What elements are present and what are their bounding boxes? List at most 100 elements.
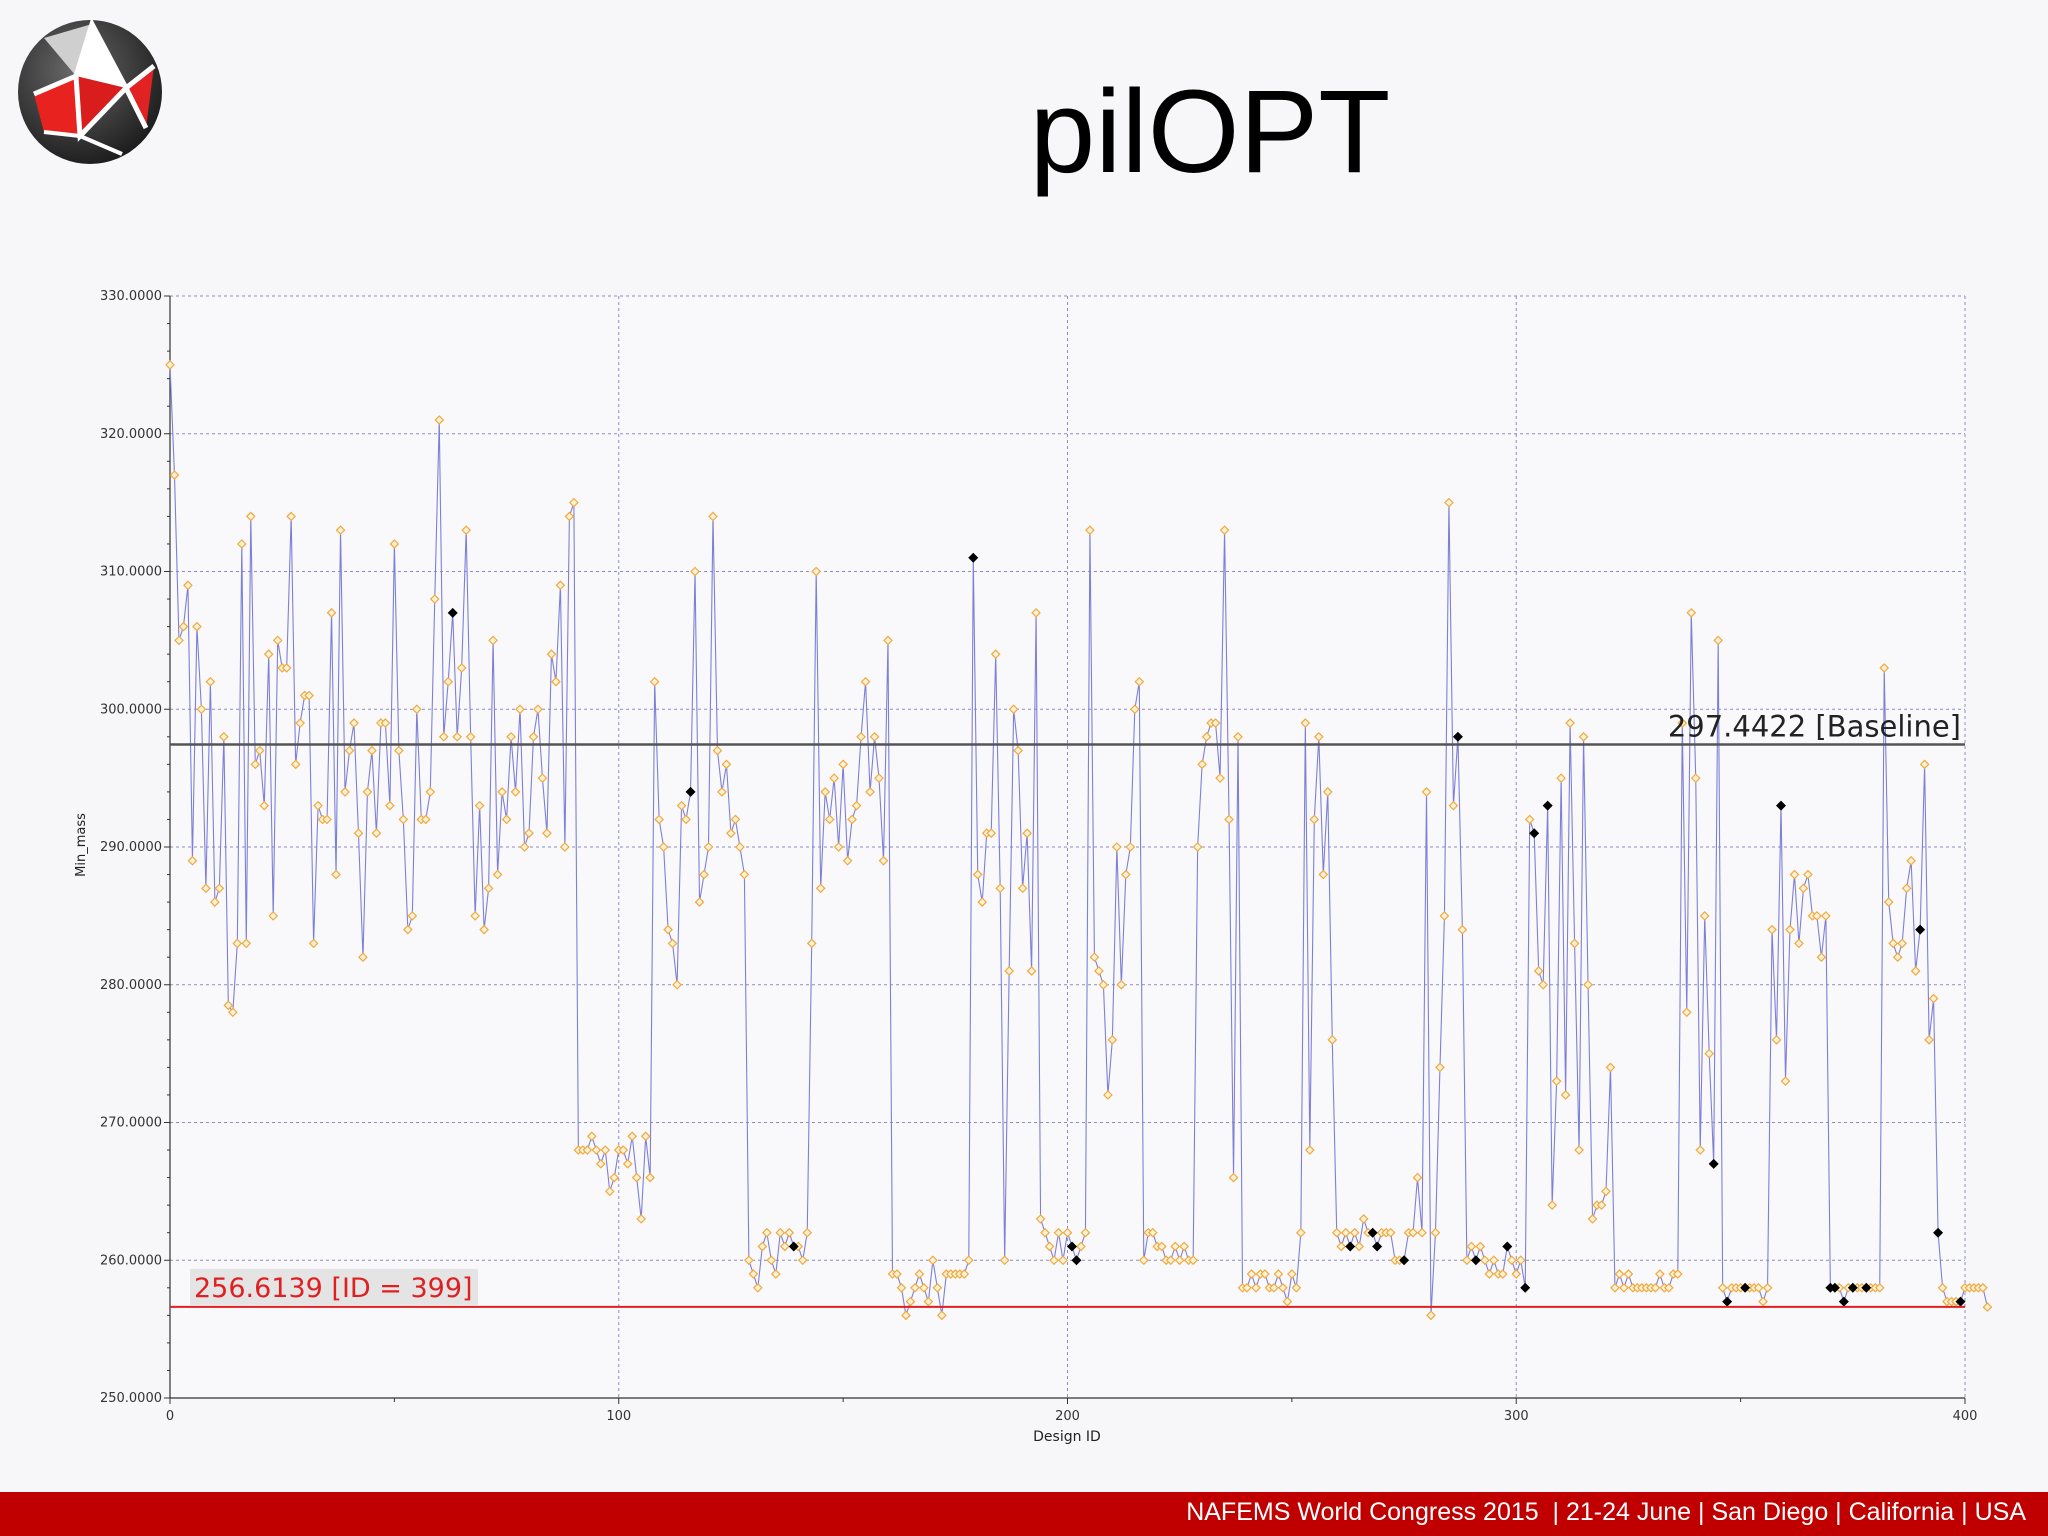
data-point bbox=[1035, 1214, 1046, 1224]
pareto-point bbox=[1861, 1282, 1872, 1293]
data-point bbox=[1408, 1227, 1418, 1238]
data-point bbox=[645, 1172, 656, 1183]
data-point bbox=[1354, 1241, 1365, 1252]
data-point bbox=[1789, 869, 1800, 880]
data-point bbox=[878, 855, 889, 866]
data-point bbox=[937, 1310, 947, 1321]
data-point bbox=[434, 415, 445, 425]
data-point bbox=[295, 718, 305, 728]
data-point bbox=[1170, 1241, 1181, 1252]
data-point bbox=[905, 1296, 916, 1307]
data-point bbox=[205, 676, 216, 687]
pareto-point bbox=[1740, 1282, 1751, 1293]
data-point bbox=[326, 607, 337, 618]
data-point bbox=[829, 773, 839, 783]
pareto-point bbox=[1708, 1158, 1719, 1169]
data-point bbox=[932, 1282, 943, 1293]
data-point bbox=[838, 759, 848, 770]
data-point bbox=[1690, 773, 1701, 783]
data-point bbox=[241, 938, 252, 949]
data-point bbox=[492, 869, 503, 880]
data-point bbox=[1677, 718, 1688, 728]
data-point bbox=[537, 773, 548, 783]
data-point bbox=[1506, 1255, 1517, 1266]
data-point bbox=[250, 759, 261, 770]
series-line bbox=[169, 364, 1988, 1316]
data-point bbox=[1098, 979, 1109, 990]
x-tick-label: 300 bbox=[1504, 1409, 1529, 1424]
data-point bbox=[779, 1241, 790, 1252]
data-point bbox=[1260, 1269, 1270, 1279]
data-point bbox=[183, 580, 193, 591]
data-point bbox=[977, 897, 988, 907]
data-point bbox=[1803, 869, 1813, 880]
data-point bbox=[1120, 869, 1131, 880]
data-point bbox=[1686, 607, 1697, 618]
data-point bbox=[1049, 1255, 1059, 1266]
data-point bbox=[1978, 1282, 1988, 1293]
data-point bbox=[1551, 1076, 1562, 1087]
data-point bbox=[1430, 1227, 1441, 1238]
data-point bbox=[223, 1000, 234, 1011]
pareto-point bbox=[1502, 1241, 1513, 1252]
pareto-point bbox=[1542, 800, 1553, 811]
data-point bbox=[196, 704, 207, 715]
data-point bbox=[609, 1172, 620, 1183]
data-point bbox=[1462, 1255, 1472, 1266]
data-point bbox=[735, 842, 745, 852]
pareto-point bbox=[1829, 1282, 1840, 1293]
data-point bbox=[192, 621, 202, 632]
data-point bbox=[259, 800, 270, 811]
data-point bbox=[1076, 1241, 1086, 1252]
data-point bbox=[1013, 745, 1023, 756]
data-point bbox=[483, 883, 494, 894]
x-tick-label: 200 bbox=[1055, 1409, 1080, 1424]
data-point bbox=[272, 635, 283, 646]
data-point bbox=[1681, 1007, 1692, 1018]
data-point bbox=[1574, 1145, 1584, 1155]
data-point bbox=[1282, 1296, 1293, 1307]
y-tick-label: 290.0000 bbox=[100, 840, 162, 855]
data-point bbox=[1457, 924, 1468, 935]
data-point bbox=[1004, 966, 1015, 976]
data-point bbox=[1538, 979, 1549, 990]
data-point bbox=[914, 1269, 925, 1279]
data-point bbox=[308, 938, 319, 949]
data-point bbox=[394, 745, 404, 756]
data-point bbox=[1085, 525, 1095, 536]
data-point bbox=[1242, 1282, 1252, 1293]
data-point bbox=[1165, 1255, 1176, 1266]
data-point bbox=[456, 663, 467, 673]
data-point bbox=[1340, 1227, 1351, 1238]
data-point bbox=[1928, 993, 1939, 1004]
data-point bbox=[640, 1131, 651, 1142]
data-point bbox=[367, 745, 377, 756]
data-point bbox=[672, 979, 682, 990]
data-point bbox=[290, 759, 301, 770]
data-point bbox=[972, 869, 983, 880]
footer-text: NAFEMS World Congress 2015 | 21-24 June … bbox=[1186, 1498, 2026, 1526]
data-point bbox=[488, 635, 498, 646]
data-point bbox=[1017, 883, 1028, 894]
data-point bbox=[1767, 924, 1777, 935]
data-point bbox=[1663, 1282, 1674, 1293]
data-point bbox=[1129, 704, 1140, 715]
data-point bbox=[322, 814, 332, 825]
optimization-history-chart: 250.0000 260.0000 270.0000 280.0000 290.0000… bbox=[74, 289, 1993, 1445]
data-point bbox=[681, 814, 691, 825]
data-point bbox=[1300, 718, 1311, 728]
data-point bbox=[1596, 1200, 1607, 1210]
data-point bbox=[847, 814, 857, 825]
data-point bbox=[1269, 1282, 1279, 1293]
pareto-point bbox=[1520, 1282, 1531, 1293]
data-point bbox=[1547, 1200, 1557, 1210]
data-point bbox=[1147, 1227, 1158, 1238]
x-tick-label: 100 bbox=[606, 1409, 631, 1424]
data-point bbox=[1910, 966, 1921, 976]
data-point bbox=[443, 676, 454, 687]
data-point bbox=[353, 828, 364, 839]
data-point bbox=[1511, 1269, 1522, 1279]
data-point bbox=[389, 539, 400, 549]
data-point bbox=[869, 731, 880, 742]
data-point bbox=[1713, 635, 1724, 646]
